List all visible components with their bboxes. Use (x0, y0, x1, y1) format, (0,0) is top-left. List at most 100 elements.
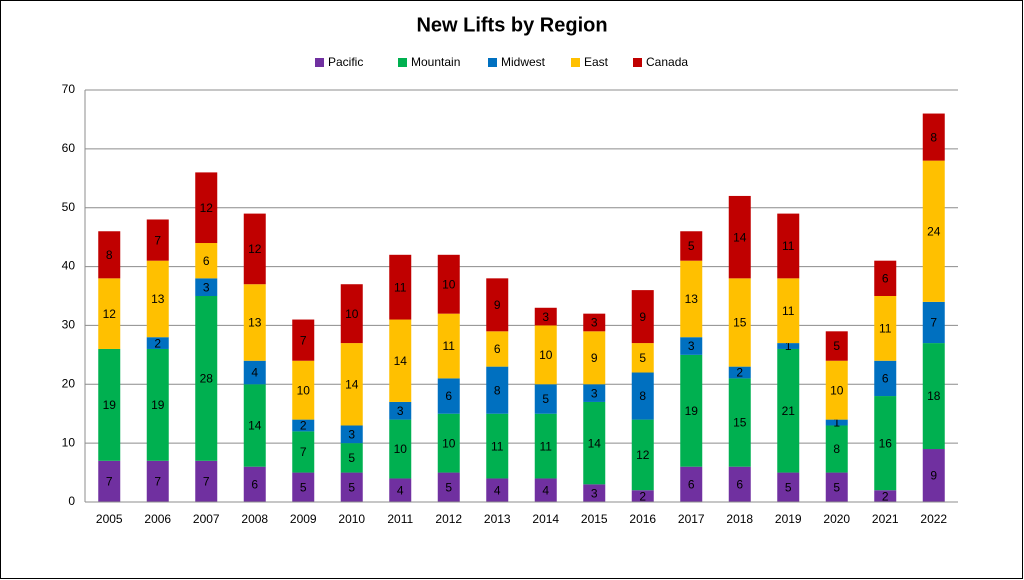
data-label: 7 (106, 475, 113, 489)
bar-segment (98, 348, 121, 461)
bar-segment (777, 472, 800, 502)
data-label: 3 (203, 280, 210, 294)
bar-segment (195, 243, 218, 279)
data-label: 11 (443, 339, 456, 353)
bar-segment (292, 472, 315, 502)
bar-segment (534, 307, 557, 326)
bar-segment (243, 384, 266, 467)
data-label: 1 (833, 416, 840, 430)
bar-segment (292, 360, 315, 420)
y-tick-label: 20 (62, 376, 76, 390)
data-label: 10 (345, 307, 359, 321)
bar-segment (486, 366, 509, 414)
bar-segment (146, 219, 169, 261)
data-label: 7 (154, 475, 161, 489)
y-tick-label: 10 (62, 435, 76, 449)
data-label: 7 (300, 333, 307, 347)
bar-segment (777, 348, 800, 473)
data-label: 1 (785, 339, 792, 353)
legend-label: East (584, 55, 609, 69)
bar-segment (146, 348, 169, 461)
data-label: 14 (588, 436, 602, 450)
data-label: 5 (542, 392, 549, 406)
data-label: 14 (345, 377, 359, 391)
data-label: 4 (397, 483, 404, 497)
bar-segment (292, 419, 315, 432)
bar-segment (486, 478, 509, 502)
x-tick-label: 2008 (241, 512, 268, 526)
bar-segment (243, 284, 266, 361)
data-label: 16 (879, 436, 893, 450)
data-label: 5 (833, 339, 840, 353)
bar-segment (389, 319, 412, 402)
x-tick-label: 2014 (532, 512, 559, 526)
y-tick-label: 70 (62, 82, 76, 96)
data-label: 9 (930, 469, 937, 483)
bar-segment (922, 113, 945, 161)
x-tick-label: 2011 (387, 512, 413, 526)
bar-segment (340, 425, 363, 444)
bar-segment (583, 384, 606, 402)
data-label: 3 (348, 427, 355, 441)
x-tick-label: 2005 (96, 512, 123, 526)
data-label: 14 (394, 354, 408, 368)
x-tick-label: 2012 (435, 512, 462, 526)
legend-swatch (398, 58, 407, 67)
bar-segment (777, 343, 800, 349)
bar-segment (534, 478, 557, 502)
bar-segment (146, 260, 169, 338)
chart-title: New Lifts by Region (416, 14, 607, 36)
data-label: 10 (442, 277, 456, 291)
bar-segment (631, 343, 654, 373)
bar-segment (680, 466, 703, 502)
bar-segment (243, 213, 266, 285)
legend-label: Midwest (501, 55, 546, 69)
data-label: 8 (833, 442, 840, 456)
bar-segment (728, 278, 751, 367)
x-tick-label: 2020 (823, 512, 850, 526)
data-label: 5 (348, 480, 355, 494)
bar-segment (437, 472, 460, 502)
bar-segment (437, 313, 460, 379)
data-label: 10 (830, 383, 844, 397)
legend-swatch (488, 58, 497, 67)
bar-segment (389, 254, 412, 320)
bar-segment (437, 254, 460, 314)
data-label: 21 (782, 404, 796, 418)
data-label: 12 (200, 201, 214, 215)
bar-segment (98, 231, 121, 279)
data-label: 9 (639, 310, 646, 324)
data-label: 4 (542, 483, 549, 497)
bar-segment (389, 419, 412, 479)
data-label: 6 (882, 272, 889, 286)
bar-segment (486, 278, 509, 332)
data-label: 7 (930, 316, 937, 330)
data-label: 19 (151, 398, 165, 412)
bar-segment (922, 343, 945, 450)
bar-segment (728, 195, 751, 279)
data-label: 5 (639, 351, 646, 365)
data-label: 14 (248, 419, 262, 433)
data-label: 19 (103, 398, 117, 412)
bar-segment (777, 278, 800, 344)
legend-label: Pacific (328, 55, 363, 69)
data-label: 4 (494, 483, 501, 497)
data-label: 15 (733, 416, 747, 430)
bar-segment (728, 466, 751, 502)
data-label: 10 (394, 442, 408, 456)
data-label: 5 (785, 480, 792, 494)
data-label: 11 (782, 304, 795, 318)
bar-segment (243, 466, 266, 502)
data-label: 19 (685, 404, 699, 418)
bar-segment (340, 443, 363, 473)
data-label: 7 (154, 233, 161, 247)
bar-segment (825, 425, 848, 473)
data-label: 6 (494, 342, 501, 356)
x-tick-label: 2015 (581, 512, 608, 526)
data-label: 6 (203, 254, 210, 268)
data-label: 5 (300, 480, 307, 494)
bar-segment (874, 396, 897, 491)
bar-segment (340, 472, 363, 502)
bar-segment (874, 490, 897, 502)
